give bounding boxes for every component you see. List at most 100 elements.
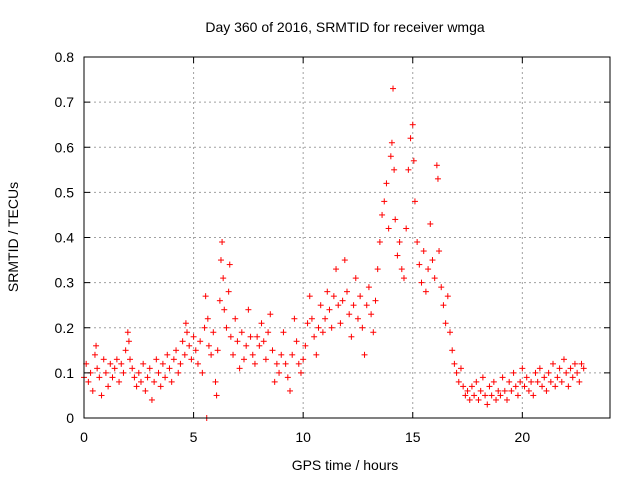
data-point — [457, 365, 464, 372]
data-point — [541, 374, 548, 381]
data-point — [425, 266, 432, 273]
data-point — [162, 374, 169, 381]
data-point — [493, 396, 500, 403]
x-tick-label: 0 — [80, 429, 88, 445]
data-point — [313, 351, 320, 358]
data-point — [390, 85, 397, 92]
data-point — [497, 392, 504, 399]
data-point — [352, 275, 359, 282]
data-point — [411, 198, 418, 205]
y-tick-label: 0 — [66, 410, 74, 426]
data-point — [350, 302, 357, 309]
data-point — [230, 351, 237, 358]
data-point — [392, 216, 399, 223]
data-point — [381, 198, 388, 205]
data-point — [341, 257, 348, 264]
data-point — [486, 383, 493, 390]
data-point — [547, 378, 554, 385]
axis-ticks — [83, 56, 610, 419]
data-point — [225, 288, 232, 295]
data-point — [576, 378, 583, 385]
data-point — [333, 266, 340, 273]
y-tick-label: 0.4 — [55, 230, 75, 246]
data-point — [284, 374, 291, 381]
data-point — [287, 387, 294, 394]
data-point — [297, 369, 304, 376]
data-point — [370, 329, 377, 336]
data-point — [354, 315, 361, 322]
data-point — [96, 374, 103, 381]
data-point — [563, 369, 570, 376]
data-point — [245, 306, 252, 313]
data-point — [265, 329, 272, 336]
data-point — [216, 297, 223, 304]
data-point — [519, 365, 526, 372]
data-point — [468, 383, 475, 390]
data-point — [523, 374, 530, 381]
data-point — [391, 166, 398, 173]
data-point — [484, 401, 491, 408]
data-point — [431, 275, 438, 282]
data-point — [396, 239, 403, 246]
data-point — [398, 266, 405, 273]
data-point — [289, 351, 296, 358]
data-point — [410, 157, 417, 164]
data-point — [116, 378, 123, 385]
data-point — [545, 369, 552, 376]
data-point — [512, 383, 519, 390]
data-point — [532, 369, 539, 376]
data-point — [379, 211, 386, 218]
data-point — [153, 356, 160, 363]
x-tick-label: 15 — [405, 429, 421, 445]
data-point — [181, 351, 188, 358]
data-point — [144, 374, 151, 381]
data-point — [113, 356, 120, 363]
data-point — [151, 378, 158, 385]
data-point — [219, 239, 226, 246]
data-point — [85, 378, 92, 385]
data-point — [175, 369, 182, 376]
data-point — [188, 356, 195, 363]
data-point — [267, 311, 274, 318]
y-axis-label: SRMTID / TECUs — [5, 182, 21, 292]
data-point — [335, 302, 342, 309]
data-point — [91, 351, 98, 358]
data-point — [578, 360, 585, 367]
data-point — [477, 387, 484, 394]
data-point — [179, 338, 186, 345]
data-point — [374, 266, 381, 273]
data-point — [346, 311, 353, 318]
data-point — [135, 369, 142, 376]
data-point — [236, 365, 243, 372]
data-point — [554, 374, 561, 381]
data-point — [449, 347, 456, 354]
data-point — [405, 166, 412, 173]
data-point — [125, 338, 132, 345]
data-point — [383, 180, 390, 187]
data-point — [508, 387, 515, 394]
data-point — [376, 239, 383, 246]
data-point — [400, 275, 407, 282]
data-point — [322, 315, 329, 322]
data-point — [418, 279, 425, 286]
data-point — [269, 347, 276, 354]
data-point — [514, 392, 521, 399]
data-point — [434, 175, 441, 182]
data-point — [530, 392, 537, 399]
data-point — [550, 360, 557, 367]
data-point — [190, 333, 197, 340]
data-point — [243, 342, 250, 349]
data-point — [212, 378, 219, 385]
data-point — [324, 288, 331, 295]
data-point — [201, 324, 208, 331]
data-point — [105, 383, 112, 390]
data-point — [571, 360, 578, 367]
data-point — [205, 342, 212, 349]
data-point — [521, 383, 528, 390]
data-point — [420, 248, 427, 255]
data-point — [256, 342, 263, 349]
data-point — [416, 261, 423, 268]
data-point — [361, 351, 368, 358]
y-tick-label: 0.2 — [55, 320, 75, 336]
data-point — [109, 374, 116, 381]
